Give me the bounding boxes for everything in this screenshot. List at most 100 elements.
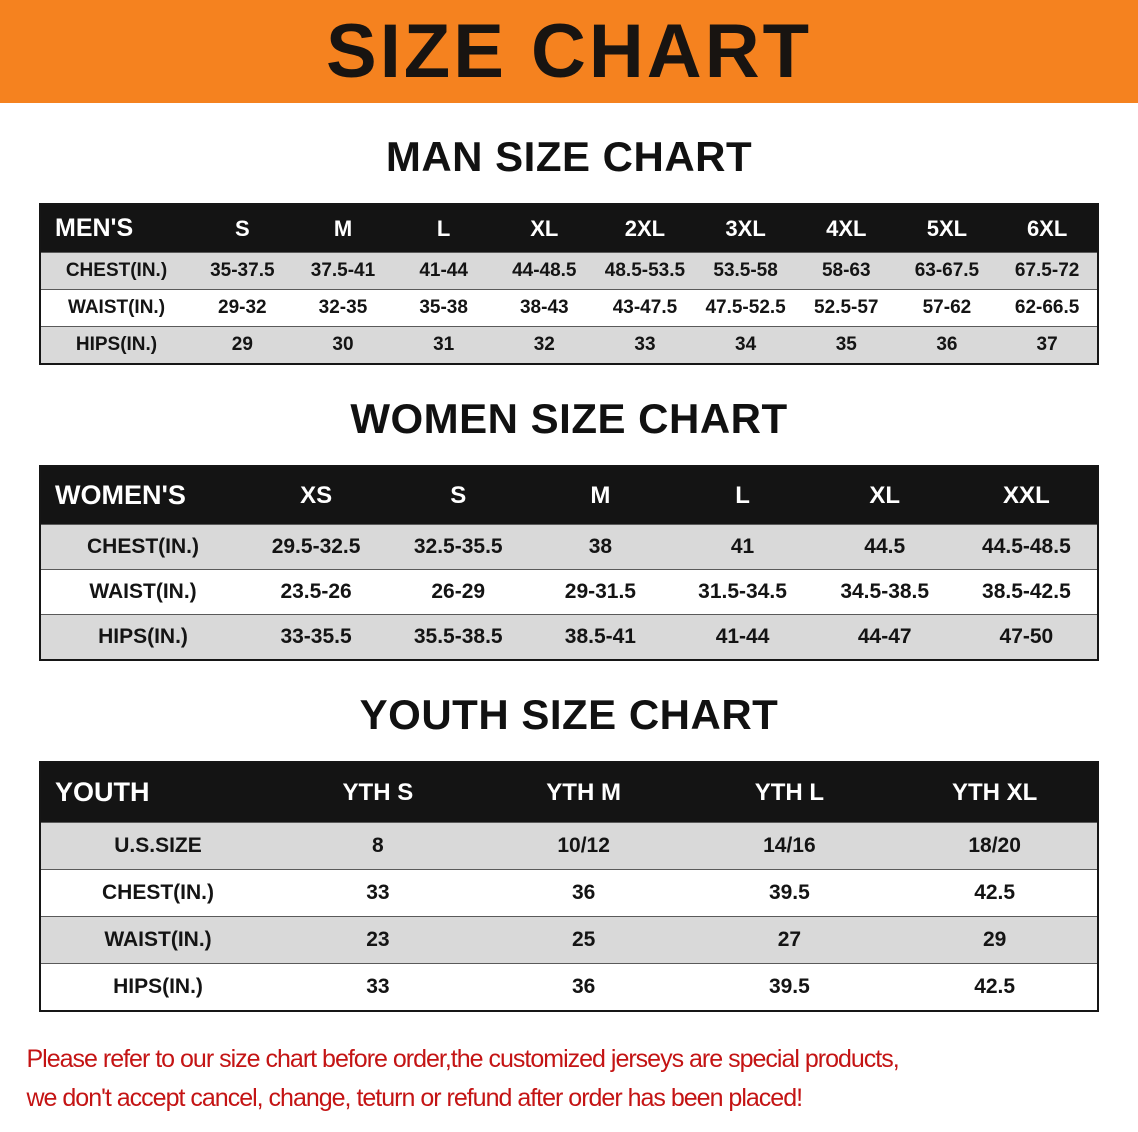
- size-column-header: YTH M: [480, 762, 687, 823]
- size-value: 67.5-72: [997, 252, 1098, 290]
- size-column-header: XL: [813, 466, 956, 525]
- size-value: 57-62: [896, 289, 998, 327]
- size-value: 33-35.5: [245, 614, 388, 660]
- size-value: 47-50: [955, 614, 1098, 660]
- size-value: 52.5-57: [795, 289, 897, 327]
- size-value: 8: [275, 822, 481, 870]
- size-value: 35.5-38.5: [387, 614, 530, 660]
- size-value: 43-47.5: [594, 289, 696, 327]
- size-value: 31: [393, 326, 494, 364]
- size-value: 33: [275, 963, 481, 1011]
- table-row: CHEST(IN.) 33 36 39.5 42.5: [40, 869, 1098, 917]
- table-row: HIPS(IN.) 33-35.5 35.5-38.5 38.5-41 41-44 44-…: [40, 614, 1098, 660]
- row-label: WAIST(IN.): [40, 569, 245, 615]
- size-value: 37: [997, 326, 1098, 364]
- size-value: 23: [275, 916, 481, 964]
- size-value: 36: [896, 326, 998, 364]
- size-column-header: YTH XL: [892, 762, 1098, 823]
- table-header-row: WOMEN'S XS S M L XL XXL: [40, 466, 1098, 525]
- size-value: 10/12: [480, 822, 687, 870]
- table-header-row: MEN'S S M L XL 2XL 3XL 4XL 5XL 6XL: [40, 204, 1098, 253]
- man-size-table: MEN'S S M L XL 2XL 3XL 4XL 5XL 6XL CHEST(IN.) 35-37…: [39, 203, 1099, 365]
- size-value: 32.5-35.5: [387, 524, 530, 570]
- size-column-header: L: [393, 204, 494, 253]
- size-value: 63-67.5: [896, 252, 998, 290]
- size-value: 18/20: [892, 822, 1098, 870]
- size-column-header: S: [192, 204, 293, 253]
- table-row: WAIST(IN.) 23 25 27 29: [40, 916, 1098, 964]
- size-value: 53.5-58: [695, 252, 796, 290]
- size-column-header: L: [671, 466, 814, 525]
- table-row: WAIST(IN.) 23.5-26 26-29 29-31.5 31.5-34.5 34…: [40, 569, 1098, 615]
- size-value: 42.5: [892, 869, 1098, 917]
- size-value: 62-66.5: [997, 289, 1098, 327]
- table-header-row: YOUTH YTH S YTH M YTH L YTH XL: [40, 762, 1098, 823]
- size-value: 35-37.5: [192, 252, 293, 290]
- row-label: CHEST(IN.): [40, 524, 245, 570]
- row-label: WAIST(IN.): [40, 289, 192, 327]
- table-corner-label: MEN'S: [40, 204, 192, 253]
- table-corner-label: YOUTH: [40, 762, 275, 823]
- row-label: HIPS(IN.): [40, 326, 192, 364]
- size-value: 25: [480, 916, 687, 964]
- size-value: 33: [594, 326, 696, 364]
- youth-size-table: YOUTH YTH S YTH M YTH L YTH XL U.S.SIZE 8 10/12…: [39, 761, 1099, 1012]
- size-value: 41-44: [393, 252, 494, 290]
- man-size-chart-section: MAN SIZE CHART MEN'S S M L XL 2XL 3XL 4XL 5XL 6XL…: [0, 133, 1138, 365]
- row-label: HIPS(IN.): [40, 963, 275, 1011]
- disclaimer: Please refer to our size chart before or…: [27, 1040, 1112, 1118]
- size-column-header: 4XL: [795, 204, 897, 253]
- size-value: 47.5-52.5: [695, 289, 796, 327]
- size-value: 38: [529, 524, 672, 570]
- size-value: 29.5-32.5: [245, 524, 388, 570]
- size-value: 14/16: [686, 822, 893, 870]
- size-value: 29-31.5: [529, 569, 672, 615]
- youth-size-chart-section: YOUTH SIZE CHART YOUTH YTH S YTH M YTH L YTH…: [0, 691, 1138, 1012]
- size-value: 41: [671, 524, 814, 570]
- size-value: 34.5-38.5: [813, 569, 956, 615]
- size-value: 35-38: [393, 289, 494, 327]
- size-value: 41-44: [671, 614, 814, 660]
- size-column-header: XXL: [955, 466, 1098, 525]
- size-value: 36: [480, 869, 687, 917]
- disclaimer-line-1: Please refer to our size chart before or…: [26, 1045, 900, 1073]
- size-value: 34: [695, 326, 796, 364]
- table-row: CHEST(IN.) 35-37.5 37.5-41 41-44 44-48.5 48.5…: [40, 252, 1098, 290]
- banner: SIZE CHART: [0, 0, 1138, 103]
- size-column-header: XL: [493, 204, 595, 253]
- size-value: 38.5-42.5: [955, 569, 1098, 615]
- size-value: 29-32: [192, 289, 293, 327]
- man-chart-title: MAN SIZE CHART: [385, 133, 753, 180]
- size-column-header: 5XL: [896, 204, 998, 253]
- size-value: 44.5-48.5: [955, 524, 1098, 570]
- size-value: 33: [275, 869, 481, 917]
- row-label: CHEST(IN.): [40, 252, 192, 290]
- size-column-header: M: [529, 466, 672, 525]
- size-column-header: XS: [245, 466, 388, 525]
- size-column-header: 3XL: [695, 204, 796, 253]
- size-value: 39.5: [686, 869, 893, 917]
- page-title: SIZE CHART: [326, 9, 812, 94]
- size-value: 44-47: [813, 614, 956, 660]
- size-value: 38.5-41: [529, 614, 672, 660]
- table-row: HIPS(IN.) 29 30 31 32 33 34 35 36 37: [40, 326, 1098, 364]
- size-value: 48.5-53.5: [594, 252, 696, 290]
- table-corner-label: WOMEN'S: [40, 466, 245, 525]
- size-value: 36: [480, 963, 687, 1011]
- size-column-header: 2XL: [594, 204, 696, 253]
- row-label: CHEST(IN.): [40, 869, 275, 917]
- row-label: HIPS(IN.): [40, 614, 245, 660]
- size-value: 32: [493, 326, 595, 364]
- size-value: 27: [686, 916, 893, 964]
- size-column-header: YTH S: [275, 762, 481, 823]
- size-value: 23.5-26: [245, 569, 388, 615]
- size-value: 39.5: [686, 963, 893, 1011]
- size-value: 35: [795, 326, 897, 364]
- row-label: WAIST(IN.): [40, 916, 275, 964]
- size-column-header: M: [292, 204, 394, 253]
- table-row: CHEST(IN.) 29.5-32.5 32.5-35.5 38 41 44.5 44.5…: [40, 524, 1098, 570]
- size-value: 31.5-34.5: [671, 569, 814, 615]
- size-column-header: S: [387, 466, 530, 525]
- women-chart-title: WOMEN SIZE CHART: [350, 395, 788, 442]
